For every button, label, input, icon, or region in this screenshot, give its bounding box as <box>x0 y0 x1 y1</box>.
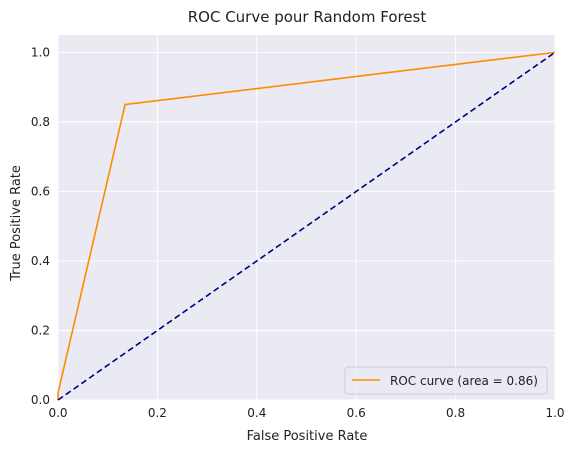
roc-curve-line <box>57 51 556 400</box>
y-tick-label: 0.8 <box>31 115 50 129</box>
y-tick-label: 0.2 <box>31 323 50 337</box>
y-tick-labels: 0.0 0.2 0.4 0.6 0.8 1.0 <box>31 45 50 407</box>
diagonal-reference-line <box>57 51 556 401</box>
x-tick-label: 0.4 <box>247 406 266 420</box>
x-tick-label: 0.8 <box>446 406 465 420</box>
x-tick-label: 0.2 <box>148 406 167 420</box>
x-tick-label: 1.0 <box>545 406 564 420</box>
x-tick-labels: 0.0 0.2 0.4 0.6 0.8 1.0 <box>48 406 564 420</box>
y-axis-label: True Positive Rate <box>9 165 24 282</box>
x-axis-label: False Positive Rate <box>247 429 368 444</box>
y-tick-label: 1.0 <box>31 45 50 59</box>
plot-background <box>58 35 555 400</box>
x-tick-label: 0.6 <box>347 406 366 420</box>
legend: ROC curve (area = 0.86) <box>344 366 548 395</box>
chart-title: ROC Curve pour Random Forest <box>188 8 427 26</box>
legend-label-roc: ROC curve (area = 0.86) <box>390 374 538 388</box>
series-lines <box>57 51 556 401</box>
x-tick-label: 0.0 <box>48 406 67 420</box>
y-tick-label: 0.4 <box>31 254 50 268</box>
legend-box <box>344 366 548 395</box>
y-tick-label: 0.0 <box>31 393 50 407</box>
y-tick-label: 0.6 <box>31 184 50 198</box>
grid-lines <box>57 35 556 401</box>
